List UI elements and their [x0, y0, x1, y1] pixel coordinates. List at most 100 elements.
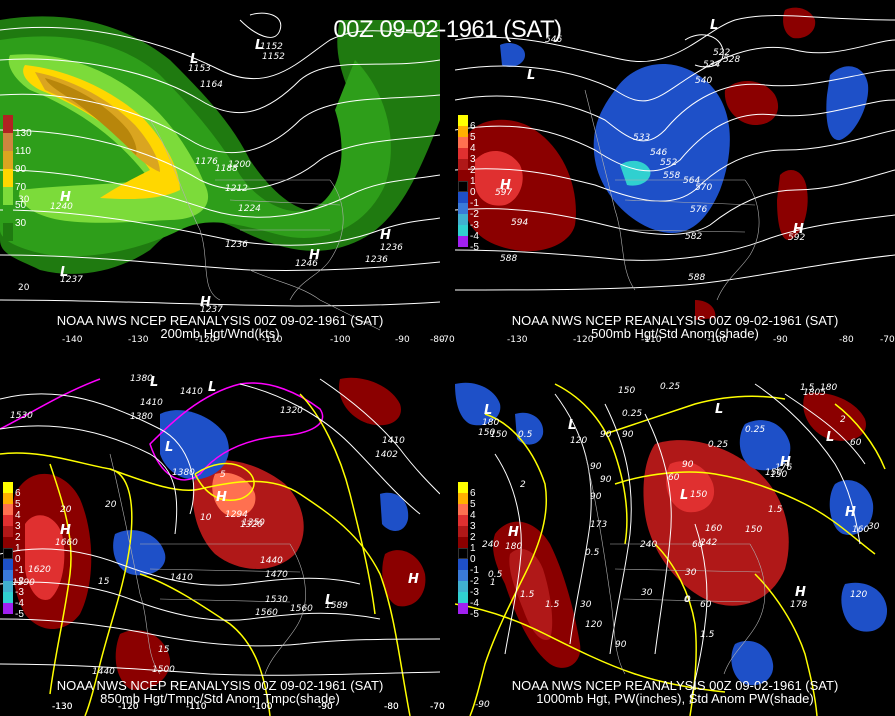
legend-label: 110 — [15, 146, 31, 157]
legend-label: 3 — [470, 154, 476, 165]
legend-label: -5 — [470, 242, 479, 253]
legend-label: -4 — [15, 598, 24, 609]
anom-negative-ne — [826, 66, 869, 141]
main-title: 00Z 09-02-1961 (SAT) — [333, 16, 562, 43]
panel-200mb: 130 110 90 70 50 30 NOAA NWS NCEP REANAL… — [0, 0, 440, 342]
legend-label: 0 — [470, 554, 476, 565]
legend-label: 2 — [470, 532, 476, 543]
height-contours-1000mb — [494, 383, 866, 705]
legend-label: 6 — [470, 121, 476, 132]
anom-positive-ne — [783, 7, 816, 39]
height-contours-200mb — [0, 12, 440, 307]
legend-label: -1 — [15, 565, 24, 576]
legend-label: -2 — [470, 576, 479, 587]
anom-negative-sw — [113, 530, 166, 576]
longitude-label: -70 — [440, 335, 455, 345]
legend-label: 2 — [470, 165, 476, 176]
legend-label: 1 — [15, 543, 21, 554]
legend-label: 1 — [470, 543, 476, 554]
anom-positive-ne — [339, 377, 401, 426]
legend-label: -1 — [470, 198, 479, 209]
legend-label: 4 — [470, 510, 476, 521]
anom-negative-east — [380, 492, 409, 531]
legend-label: 3 — [15, 521, 21, 532]
map-1000mb-pw — [455, 382, 888, 716]
legend-label: 130 — [15, 128, 32, 139]
panel-1000mb-pw: 6 5 4 3 2 1 0 -1 -2 -3 -4 -5 NOAA NWS NC… — [455, 374, 895, 716]
legend-label: 4 — [470, 143, 476, 154]
wind-shade-90 — [23, 65, 180, 200]
legend-label: 6 — [15, 488, 21, 499]
caption-line1: NOAA NWS NCEP REANALYSIS 00Z 09-02-1961 … — [511, 678, 839, 693]
caption-line2: 200mb Hgt/Wnd(kts) — [160, 326, 280, 341]
anom-negative-w — [515, 412, 544, 445]
legend-label: -2 — [15, 576, 24, 587]
map-outlines-1000mb — [584, 453, 766, 675]
anom-positive-s — [115, 630, 171, 690]
panel-850mb: 6 5 4 3 2 1 0 -1 -2 -3 -4 -5 NOAA NWS NC… — [0, 374, 440, 716]
legend-label: -1 — [470, 565, 479, 576]
legend-label: -5 — [470, 609, 479, 620]
legend-label: -3 — [470, 587, 479, 598]
legend-850mb: 6 5 4 3 2 1 0 -1 -2 -3 -4 -5 — [3, 482, 33, 627]
legend-label: 2 — [15, 532, 21, 543]
anom-negative-s — [731, 640, 774, 686]
anom-positive-west-core — [475, 150, 523, 206]
anom-positive-center-core — [666, 461, 715, 513]
legend-label: 70 — [15, 182, 27, 193]
legend-label: 3 — [470, 521, 476, 532]
legend-label: 5 — [470, 132, 476, 143]
anom-positive-ne — [803, 392, 866, 441]
caption-line1: NOAA NWS NCEP REANALYSIS 00Z 09-02-1961 … — [56, 678, 384, 693]
anom-negative-se — [841, 582, 888, 632]
anom-negative-ne — [829, 480, 874, 535]
map-outlines-500mb — [584, 89, 760, 301]
caption-line2: 500mb Hgt/Std Anom(shade) — [591, 326, 759, 341]
anom-negative-north — [160, 410, 229, 480]
legend-200mb: 130 110 90 70 50 30 — [3, 115, 33, 245]
legend-label: 30 — [15, 218, 27, 229]
caption-line2: 1000mb Hgt, PW(inches), Std Anom PW(shad… — [536, 691, 814, 706]
temp-contours-cold — [0, 378, 324, 481]
anom-positive-s — [695, 300, 716, 320]
anom-negative-center — [593, 63, 730, 234]
legend-label: 50 — [15, 200, 27, 211]
legend-label: -3 — [15, 587, 24, 598]
map-outlines-850mb — [109, 453, 306, 675]
anom-positive-east — [724, 80, 779, 125]
anom-positive-west-core — [509, 549, 553, 640]
legend-label: 5 — [15, 499, 21, 510]
temp-contours-warm — [0, 393, 411, 716]
legend-label: -3 — [470, 220, 479, 231]
caption-line2: 850mb Hgt/Tmpc/Std Anom Tmpc(shade) — [100, 691, 340, 706]
panel-500mb: 6 5 4 3 2 1 0 -1 -2 -3 -4 -5 NOAA NWS NC… — [455, 0, 895, 342]
anom-positive-se — [777, 170, 808, 241]
anom-positive-west-core — [25, 515, 65, 600]
legend-label: 4 — [15, 510, 21, 521]
anom-negative-nw — [455, 382, 501, 426]
map-850mb — [0, 377, 440, 716]
legend-500mb: 6 5 4 3 2 1 0 -1 -2 -3 -4 -5 — [458, 115, 488, 260]
legend-label: -2 — [470, 209, 479, 220]
anom-negative-east — [739, 420, 791, 471]
caption-line1: NOAA NWS NCEP REANALYSIS 00Z 09-02-1961 … — [56, 313, 384, 328]
legend-1000mb: 6 5 4 3 2 1 0 -1 -2 -3 -4 -5 — [458, 482, 488, 627]
height-contours-500mb — [455, 15, 895, 291]
legend-label: -4 — [470, 231, 479, 242]
map-outlines-200mb — [149, 119, 381, 331]
legend-label: 1 — [470, 176, 476, 187]
legend-label: -5 — [15, 609, 24, 620]
legend-label: 5 — [470, 499, 476, 510]
anom-positive-center — [192, 460, 304, 569]
caption-line1: NOAA NWS NCEP REANALYSIS 00Z 09-02-1961 … — [511, 313, 839, 328]
legend-label: 0 — [470, 187, 476, 198]
map-200mb — [0, 12, 440, 331]
legend-label: 90 — [15, 164, 27, 175]
anom-negative-nw — [500, 43, 525, 67]
height-contours-850mb — [0, 378, 440, 676]
legend-label: 6 — [470, 488, 476, 499]
legend-label: -4 — [470, 598, 479, 609]
legend-label: 0 — [15, 554, 21, 565]
anom-positive-se — [382, 550, 426, 607]
map-500mb — [455, 7, 895, 320]
